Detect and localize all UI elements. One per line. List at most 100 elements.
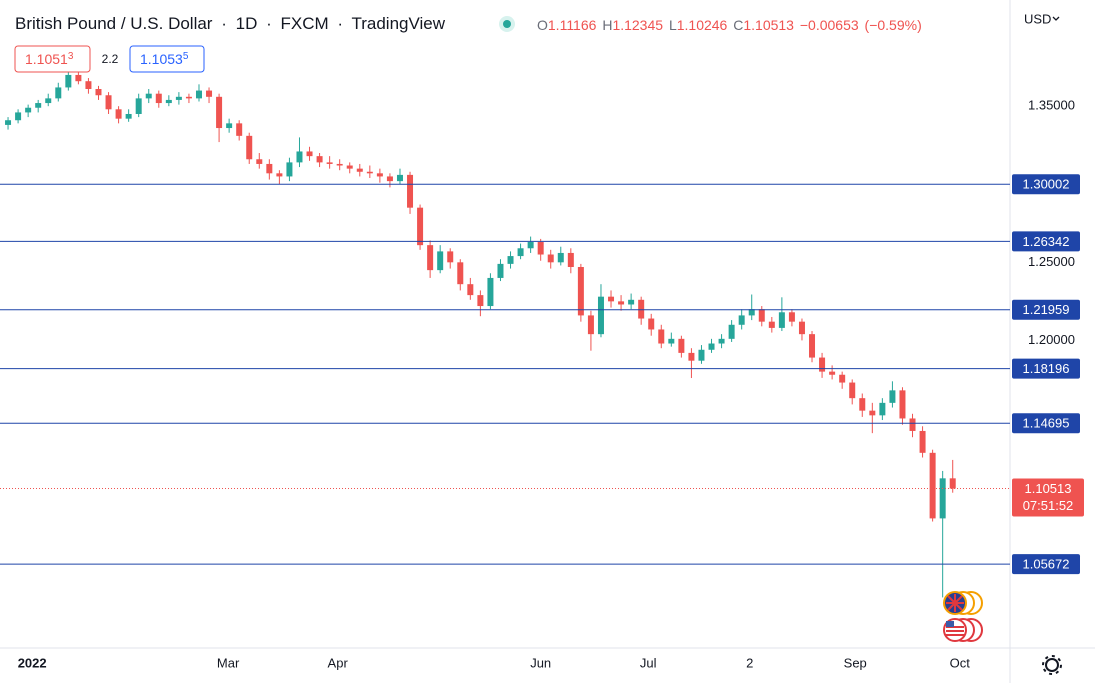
candle-body [195, 90, 202, 99]
candle-body [778, 312, 785, 328]
candle-body [859, 398, 866, 411]
candle-body [487, 277, 494, 307]
candle-body [336, 163, 343, 166]
low-label: L [669, 17, 677, 33]
candle-body [15, 112, 22, 121]
y-tick-label: 1.20000 [1028, 332, 1075, 347]
candle-body [175, 96, 182, 100]
candle-body [849, 382, 856, 399]
y-tick-label: 1.35000 [1028, 98, 1075, 113]
level-label: 1.21959 [1023, 302, 1070, 317]
sell-button[interactable] [14, 45, 91, 73]
candle-body [105, 95, 112, 110]
candle-body [768, 321, 775, 328]
candle-body [597, 296, 604, 335]
candle-body [356, 168, 363, 172]
settings[interactable] [1042, 655, 1062, 675]
currency[interactable]: USD [1024, 11, 1051, 26]
open-value: 1.11166 [548, 17, 597, 33]
candle-body [407, 174, 414, 208]
candle-body [708, 343, 715, 350]
buy-price: 1.10535 [140, 51, 189, 67]
candle-body [839, 374, 846, 383]
candle-body [728, 324, 735, 339]
candle-body [507, 256, 514, 264]
candle-body [537, 242, 544, 255]
candle-body [226, 123, 233, 129]
candle-body [869, 410, 876, 416]
candle-body [919, 430, 926, 453]
high-label: H [602, 17, 612, 33]
candle-body [477, 295, 484, 307]
candle-body [939, 478, 946, 519]
separator: · [221, 14, 227, 33]
market-status-dot [503, 20, 511, 28]
candle-body [75, 74, 82, 82]
us-flag-canton [946, 621, 954, 627]
candle-body [929, 452, 936, 519]
candle-body [788, 312, 795, 322]
candle-body [748, 309, 755, 316]
candle-body [798, 321, 805, 335]
candle-body [587, 315, 594, 335]
last-price-label: 1.10513 [1025, 481, 1072, 496]
candle-body [185, 96, 192, 99]
candle-body [145, 93, 152, 99]
x-tick-label: Jul [640, 655, 657, 670]
candle-body [819, 357, 826, 372]
candle-body [678, 338, 685, 353]
candle-body [216, 96, 223, 129]
level-label-bg [1012, 413, 1080, 434]
x-tick-label: Apr [328, 655, 349, 670]
last-price-bg [1012, 478, 1084, 517]
candle-body [889, 390, 896, 403]
level-label-bg [1012, 299, 1080, 320]
countdown: 07:51:52 [1023, 498, 1074, 513]
level-label-bg [1012, 358, 1080, 379]
level-label: 1.14695 [1023, 416, 1070, 431]
candle-body [577, 267, 584, 316]
candle-body [296, 151, 303, 163]
high-value: 1.12345 [612, 17, 663, 33]
candle-body [386, 176, 393, 182]
candle-body [135, 98, 142, 114]
buy-main: 1.1053 [140, 51, 183, 67]
candle-body [5, 120, 12, 125]
candle-body [909, 418, 916, 431]
candle-body [517, 248, 524, 257]
level-label-bg [1012, 231, 1080, 252]
candle-body [35, 103, 42, 108]
x-tick-label: Sep [844, 655, 867, 670]
gear-teeth [1042, 655, 1062, 675]
close-label: C [733, 17, 743, 33]
candle-body [286, 162, 293, 177]
candle-body [648, 318, 655, 330]
exchange: FXCM [280, 14, 328, 33]
gear-icon [1045, 658, 1059, 672]
candle-body [809, 334, 816, 358]
candle-body [417, 207, 424, 246]
candle-body [276, 173, 283, 177]
candle-body [427, 245, 434, 271]
candle-body [246, 135, 253, 160]
level-label: 1.18196 [1023, 361, 1070, 376]
currency-chevron [1052, 16, 1060, 21]
candle-body [738, 315, 745, 325]
uk-flag [946, 594, 964, 612]
candle-body [698, 349, 705, 361]
y-tick-label: 1.25000 [1028, 254, 1075, 269]
candle-body [628, 299, 635, 305]
candle-body [608, 296, 615, 302]
change: −0.00653 [800, 17, 859, 33]
candle-body [326, 162, 333, 164]
currency-bg [1012, 4, 1092, 32]
candle-body [879, 402, 886, 416]
level-label: 1.05672 [1023, 557, 1070, 572]
x-tick-label: Jun [530, 655, 551, 670]
separator: · [337, 14, 343, 33]
candle-body [85, 81, 92, 90]
candle-body [45, 98, 52, 104]
buy-button[interactable] [129, 45, 205, 73]
candle-body [718, 338, 725, 344]
